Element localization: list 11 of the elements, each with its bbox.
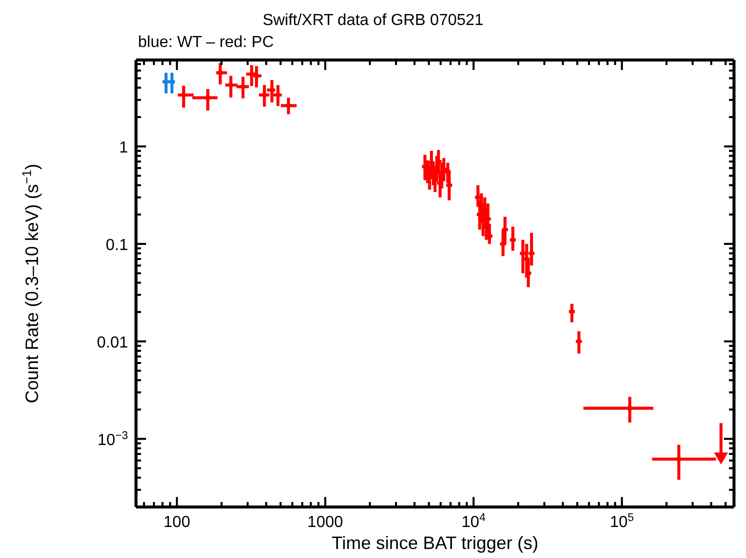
y-tick-label: 0.1 bbox=[106, 236, 128, 254]
y-tick-label: 10$^{−3}$ bbox=[97, 430, 128, 449]
x-tick-label: 10$^{5}$ bbox=[610, 512, 634, 531]
x-axis-title: Time since BAT trigger (s) bbox=[332, 533, 538, 553]
chart-subtitle: blue: WT – red: PC bbox=[138, 34, 274, 52]
x-tick-label: 1000 bbox=[307, 514, 344, 531]
y-tick-label: 1 bbox=[119, 139, 128, 156]
x-tick-label: 10$^{4}$ bbox=[462, 512, 486, 531]
x-tick-label: 100 bbox=[164, 514, 190, 531]
chart-title: Swift/XRT data of GRB 070521 bbox=[262, 12, 484, 30]
y-tick-label: 0.01 bbox=[96, 334, 128, 352]
